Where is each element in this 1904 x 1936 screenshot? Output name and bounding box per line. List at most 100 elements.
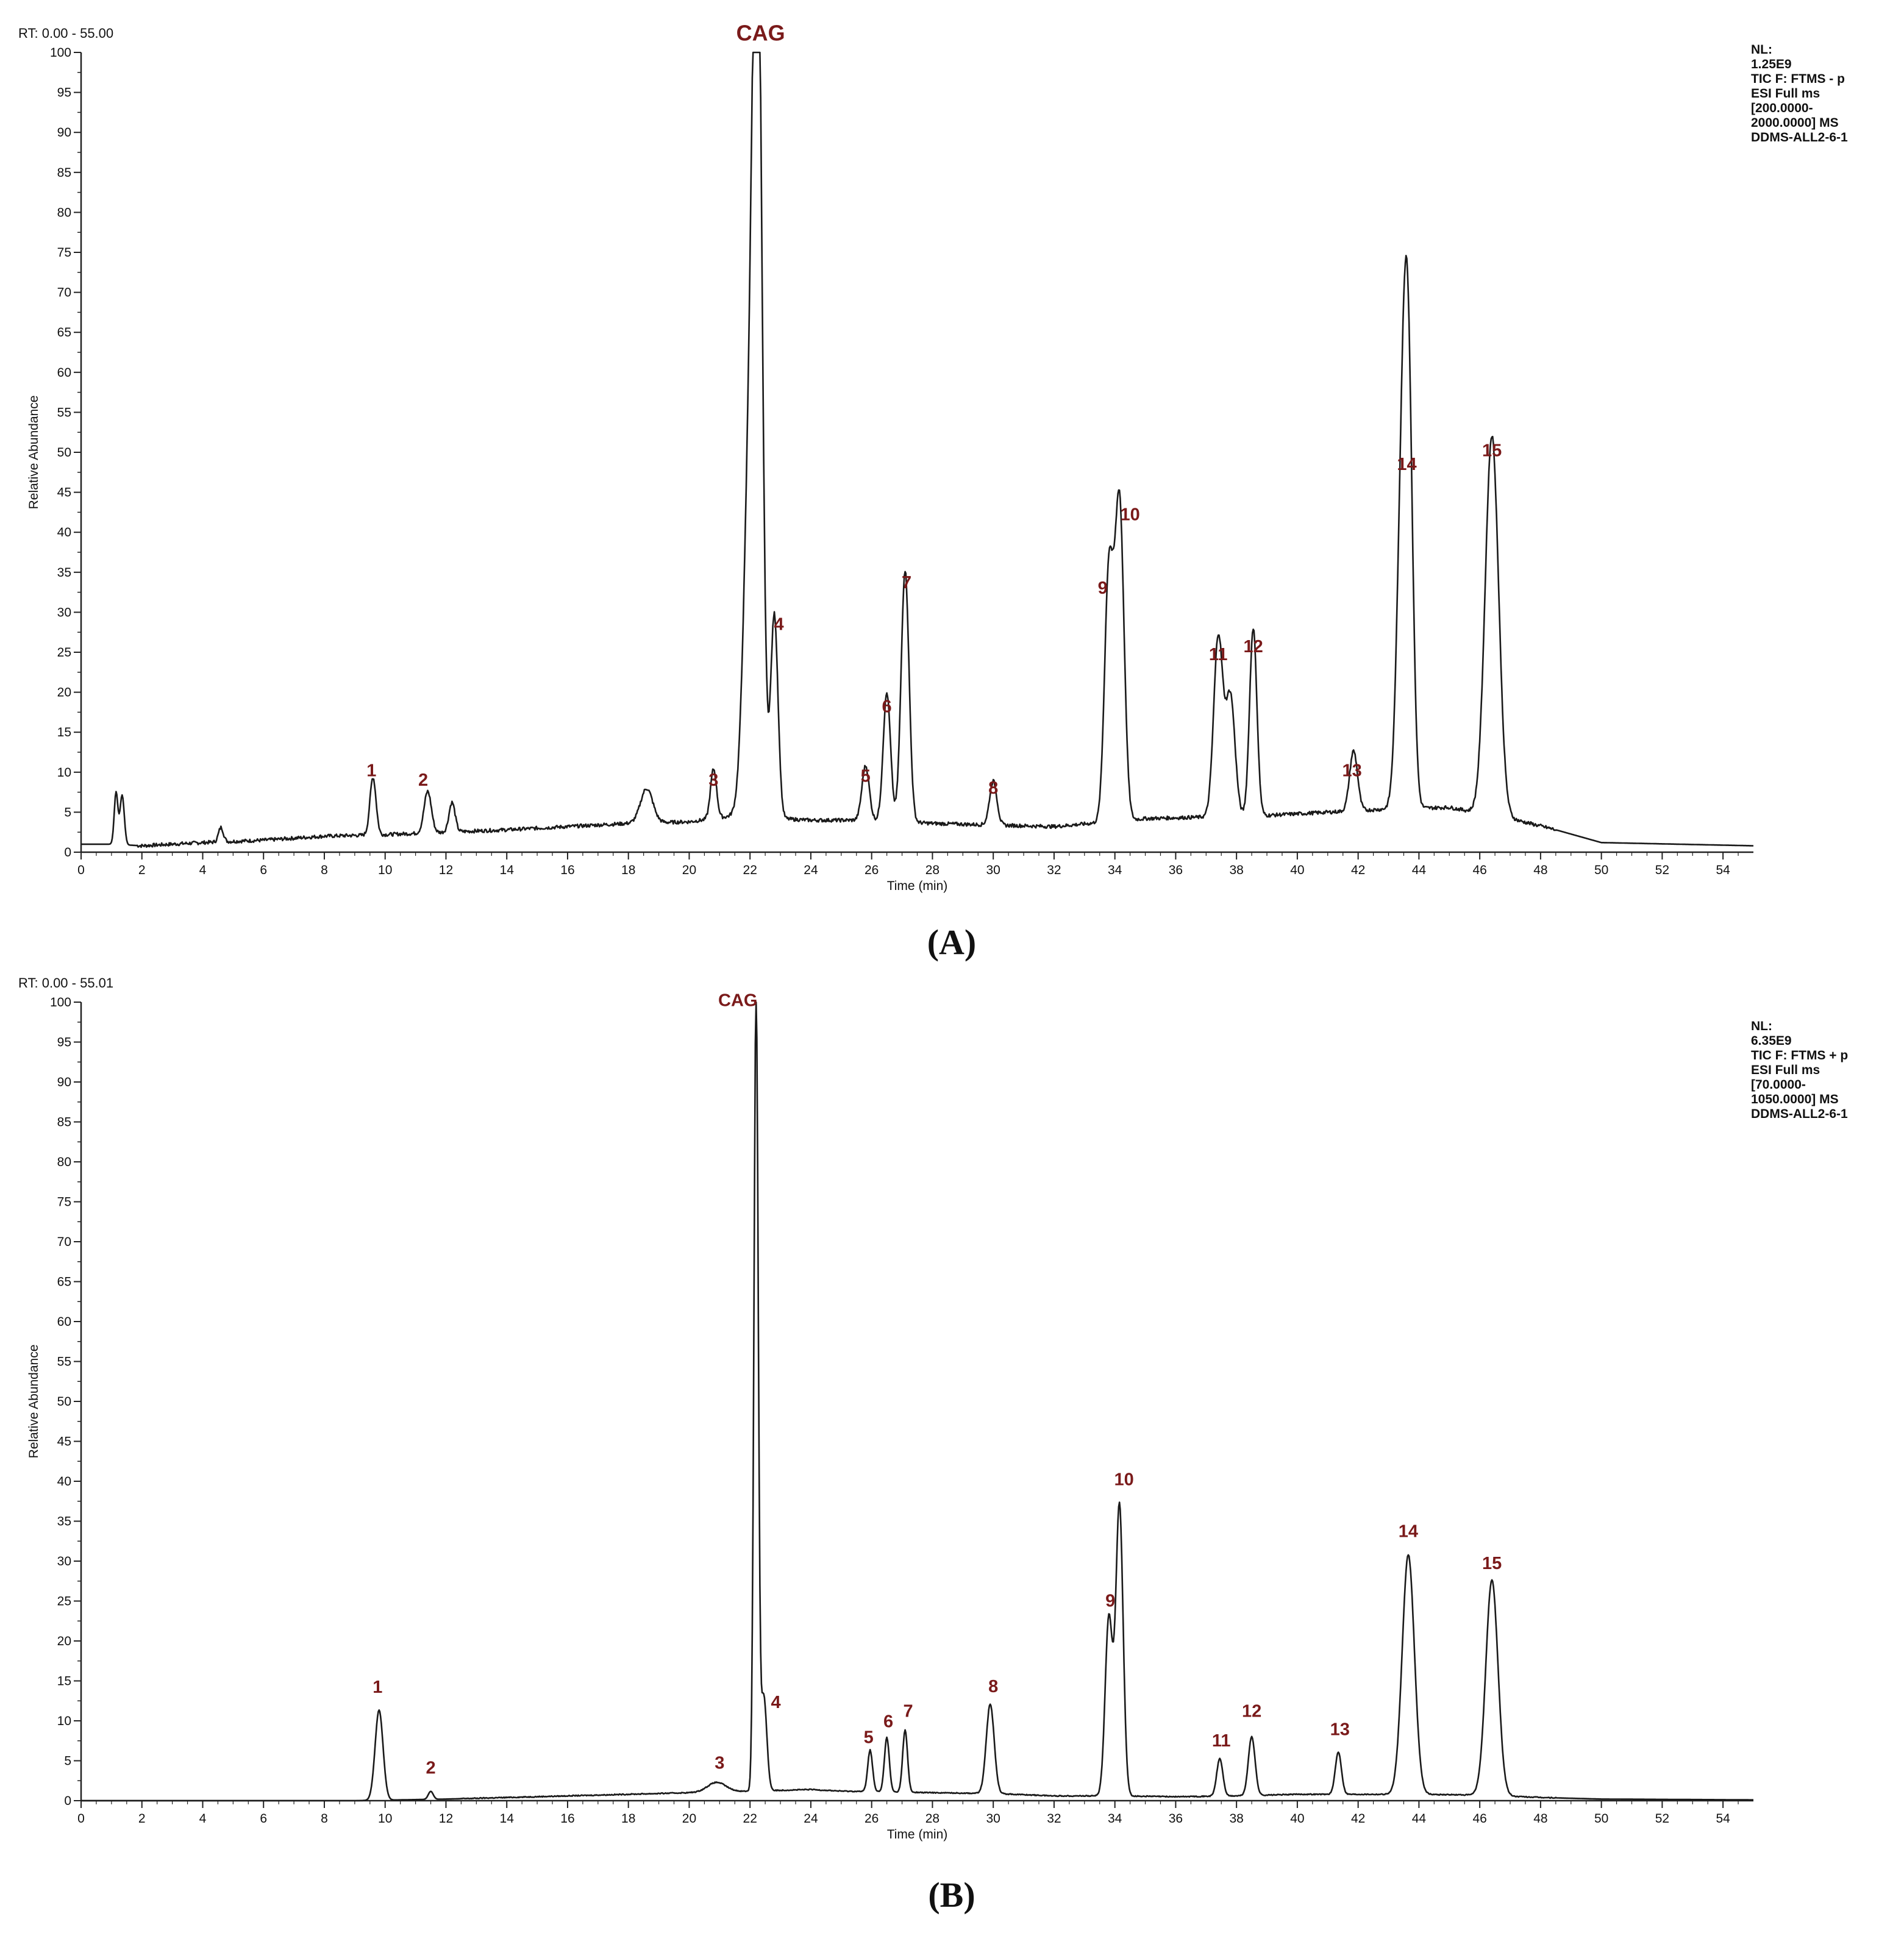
x-tick-label: 6 xyxy=(260,1812,267,1826)
peak-label: 11 xyxy=(1209,645,1228,664)
scan-info-line: DDMS-ALL2-6-1 xyxy=(1751,130,1848,144)
y-tick-label: 45 xyxy=(57,486,71,500)
x-tick-label: 10 xyxy=(378,863,392,877)
y-tick-label: 65 xyxy=(57,326,71,340)
peak-label: 9 xyxy=(1098,578,1108,598)
peak-label: 15 xyxy=(1482,441,1502,461)
peak-label: 2 xyxy=(418,770,428,790)
x-tick-label: 8 xyxy=(321,1812,328,1826)
y-tick-label: 25 xyxy=(57,646,71,660)
x-tick-label: 30 xyxy=(986,1812,1000,1826)
y-tick-label: 25 xyxy=(57,1595,71,1609)
x-tick-label: 54 xyxy=(1716,1812,1730,1826)
y-tick-label: 20 xyxy=(57,686,71,700)
y-tick-label: 65 xyxy=(57,1275,71,1289)
y-tick-label: 40 xyxy=(57,525,71,539)
scan-info-line: 2000.0000] MS xyxy=(1751,116,1839,130)
scan-info-line: ESI Full ms xyxy=(1751,87,1820,101)
x-tick-label: 30 xyxy=(986,863,1000,877)
y-tick-label: 100 xyxy=(50,46,71,60)
x-tick-label: 32 xyxy=(1047,1812,1061,1826)
y-tick-label: 100 xyxy=(50,995,71,1009)
x-tick-label: 50 xyxy=(1594,1812,1608,1826)
y-tick-label: 55 xyxy=(57,405,71,419)
peak-label: 3 xyxy=(708,770,718,790)
x-tick-label: 14 xyxy=(500,863,515,877)
y-tick-label: 85 xyxy=(57,166,71,180)
x-tick-label: 12 xyxy=(439,863,453,877)
rt-range-label: RT: 0.00 - 55.01 xyxy=(18,975,113,991)
peak-label: 8 xyxy=(988,778,998,798)
x-tick-label: 44 xyxy=(1412,1812,1427,1826)
tic-trace-line xyxy=(80,1001,1754,1802)
x-tick-label: 38 xyxy=(1229,1812,1243,1826)
scan-info-line: 6.35E9 xyxy=(1751,1034,1792,1048)
x-tick-label: 10 xyxy=(378,1812,392,1826)
rt-range-label: RT: 0.00 - 55.00 xyxy=(18,26,113,41)
x-tick-label: 40 xyxy=(1290,1812,1304,1826)
x-tick-label: 54 xyxy=(1716,863,1730,877)
y-tick-label: 60 xyxy=(57,1315,71,1329)
peak-label: 12 xyxy=(1243,637,1263,657)
y-tick-label: 40 xyxy=(57,1475,71,1489)
y-tick-label: 5 xyxy=(64,805,71,819)
tic-trace-line xyxy=(80,51,1754,849)
peak-label: 13 xyxy=(1330,1720,1350,1740)
y-tick-label: 30 xyxy=(57,1554,71,1568)
y-tick-label: 15 xyxy=(57,1674,71,1689)
y-tick-label: 35 xyxy=(57,1515,71,1529)
x-tick-label: 4 xyxy=(199,863,207,877)
x-tick-label: 46 xyxy=(1472,863,1486,877)
y-tick-label: 5 xyxy=(64,1754,71,1768)
y-tick-label: 50 xyxy=(57,446,71,460)
x-tick-label: 36 xyxy=(1169,1812,1183,1826)
peak-label: 15 xyxy=(1482,1554,1502,1573)
panel-label: (A) xyxy=(927,922,977,962)
x-tick-label: 52 xyxy=(1655,1812,1669,1826)
x-tick-label: 48 xyxy=(1533,1812,1547,1826)
peak-label: 10 xyxy=(1120,505,1139,525)
scan-info-line: ESI Full ms xyxy=(1751,1063,1820,1077)
scan-info-line: 1050.0000] MS xyxy=(1751,1092,1839,1106)
y-tick-label: 80 xyxy=(57,205,71,219)
x-tick-label: 26 xyxy=(865,863,879,877)
x-tick-label: 4 xyxy=(199,1812,207,1826)
y-axis-title: Relative Abundance xyxy=(27,1345,41,1459)
peak-label: 11 xyxy=(1212,1731,1231,1751)
y-tick-label: 95 xyxy=(57,86,71,100)
y-tick-label: 75 xyxy=(57,246,71,260)
peak-label: 3 xyxy=(715,1754,724,1773)
scan-info-line: TIC F: FTMS + p xyxy=(1751,1048,1848,1062)
x-tick-label: 26 xyxy=(865,1812,879,1826)
y-tick-label: 50 xyxy=(57,1395,71,1409)
x-tick-label: 14 xyxy=(500,1812,515,1826)
y-tick-label: 85 xyxy=(57,1116,71,1130)
x-tick-label: 20 xyxy=(682,1812,696,1826)
x-tick-label: 40 xyxy=(1290,863,1304,877)
peak-label: 14 xyxy=(1397,455,1416,474)
x-tick-label: 38 xyxy=(1229,863,1243,877)
x-tick-label: 22 xyxy=(743,863,757,877)
x-tick-label: 2 xyxy=(138,1812,146,1826)
x-tick-label: 24 xyxy=(804,863,818,877)
y-tick-label: 55 xyxy=(57,1355,71,1369)
x-tick-label: 12 xyxy=(439,1812,453,1826)
y-tick-label: 70 xyxy=(57,1235,71,1249)
peak-label: 10 xyxy=(1114,1470,1134,1490)
peak-label: 6 xyxy=(882,697,892,716)
x-tick-label: 16 xyxy=(560,863,574,877)
x-tick-label: 32 xyxy=(1047,863,1061,877)
peak-label: 5 xyxy=(864,1728,874,1748)
x-tick-label: 20 xyxy=(682,863,696,877)
x-axis-title: Time (min) xyxy=(887,1827,948,1842)
y-tick-label: 60 xyxy=(57,366,71,380)
peak-label: 1 xyxy=(366,761,376,780)
peak-label: 4 xyxy=(774,614,784,634)
peak-label: 7 xyxy=(903,1701,913,1721)
y-tick-label: 10 xyxy=(57,1714,71,1728)
peak-label: CAG xyxy=(736,20,785,45)
x-tick-label: 8 xyxy=(321,863,328,877)
x-tick-label: 18 xyxy=(621,1812,635,1826)
